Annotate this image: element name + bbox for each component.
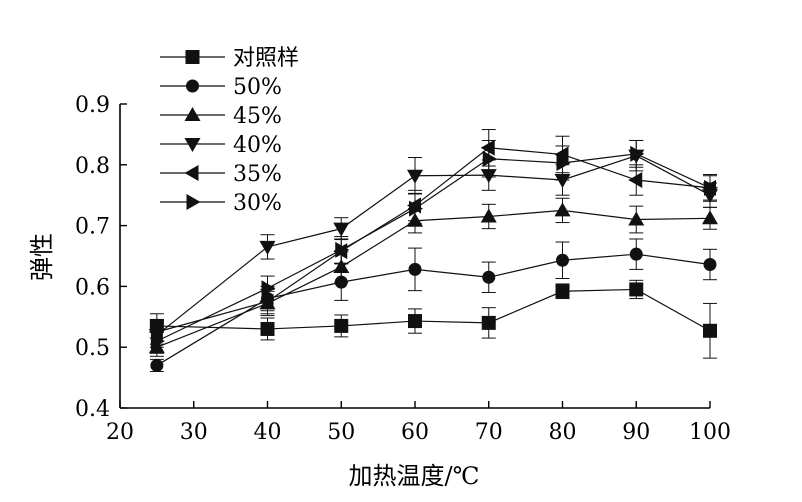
series-2 xyxy=(149,238,717,373)
series-6 xyxy=(149,139,718,354)
x-tick-label: 70 xyxy=(475,420,503,445)
x-tick-label: 50 xyxy=(327,420,355,445)
legend-marker xyxy=(184,107,201,121)
x-tick-label: 20 xyxy=(106,420,134,445)
data-point xyxy=(554,146,569,163)
x-tick-label: 100 xyxy=(689,420,731,445)
data-point xyxy=(629,282,644,297)
legend-label: 40% xyxy=(233,133,282,158)
data-point xyxy=(408,314,422,329)
data-point xyxy=(335,241,350,258)
data-point xyxy=(554,174,571,188)
data-point xyxy=(480,208,497,223)
data-point xyxy=(703,258,717,272)
ticks: 20 30 40 50 60 70 80 90 100 0.4 0.5 0.6 0.7 0.8 0.9 xyxy=(75,93,731,445)
data-point xyxy=(482,150,497,167)
data-point xyxy=(150,358,164,372)
legend-label: 35% xyxy=(233,162,282,187)
y-axis-title: 弹性 xyxy=(28,233,56,281)
legend-label: 50% xyxy=(233,75,282,100)
data-point xyxy=(333,258,350,273)
series-3 xyxy=(148,197,718,357)
data-point xyxy=(259,240,276,255)
data-point xyxy=(334,318,349,333)
data-point xyxy=(703,323,717,338)
y-tick-label: 0.9 xyxy=(75,93,110,118)
x-tick-label: 60 xyxy=(401,420,429,445)
legend: 对照样 50% 45% 40% 35% 30% xyxy=(160,46,299,216)
legend-marker xyxy=(186,194,201,210)
x-tick-label: 90 xyxy=(622,420,650,445)
series-line xyxy=(156,253,711,366)
y-tick-label: 0.6 xyxy=(75,275,110,300)
y-tick-label: 0.8 xyxy=(75,154,110,179)
series-layer xyxy=(148,129,718,373)
legend-label: 30% xyxy=(233,191,282,216)
data-point xyxy=(480,139,495,156)
data-point xyxy=(628,172,643,188)
series-1 xyxy=(149,279,717,359)
y-tick-label: 0.4 xyxy=(75,397,110,422)
legend-entry: 30% xyxy=(160,191,282,216)
data-point xyxy=(630,145,645,162)
data-point xyxy=(555,284,570,299)
y-tick-label: 0.5 xyxy=(75,336,110,361)
x-tick-label: 80 xyxy=(549,420,577,445)
data-point xyxy=(702,210,718,225)
data-point xyxy=(481,315,496,330)
y-tick-label: 0.7 xyxy=(75,215,110,240)
data-point xyxy=(148,324,163,340)
data-point xyxy=(261,280,276,297)
data-point xyxy=(704,179,718,196)
data-point xyxy=(407,169,423,184)
data-point xyxy=(629,247,643,261)
data-point xyxy=(259,293,274,310)
legend-entry: 40% xyxy=(160,133,282,158)
legend-entry: 35% xyxy=(160,162,282,187)
legend-marker xyxy=(186,79,199,93)
data-point xyxy=(260,321,275,336)
legend-marker xyxy=(184,165,199,181)
data-point xyxy=(628,211,645,226)
legend-entry: 对照样 xyxy=(160,46,299,71)
legend-label: 45% xyxy=(233,104,282,129)
legend-entry: 50% xyxy=(160,75,282,100)
legend-label: 对照样 xyxy=(233,46,299,71)
data-point xyxy=(482,270,496,284)
legend-entry: 45% xyxy=(160,104,282,129)
legend-marker xyxy=(184,138,201,152)
data-point xyxy=(556,154,571,171)
series-line xyxy=(156,153,711,342)
data-point xyxy=(150,333,165,350)
x-tick-label: 40 xyxy=(254,420,282,445)
series-line xyxy=(156,288,711,332)
data-point xyxy=(408,262,422,276)
data-point xyxy=(554,202,571,217)
legend-marker xyxy=(185,50,200,64)
x-tick-label: 30 xyxy=(180,420,208,445)
series-line xyxy=(156,147,711,333)
series-line xyxy=(156,155,711,336)
data-point xyxy=(556,253,569,267)
data-point xyxy=(409,200,423,217)
series-line xyxy=(156,209,711,348)
x-axis-title: 加热温度/℃ xyxy=(349,462,480,490)
data-point xyxy=(333,222,350,237)
